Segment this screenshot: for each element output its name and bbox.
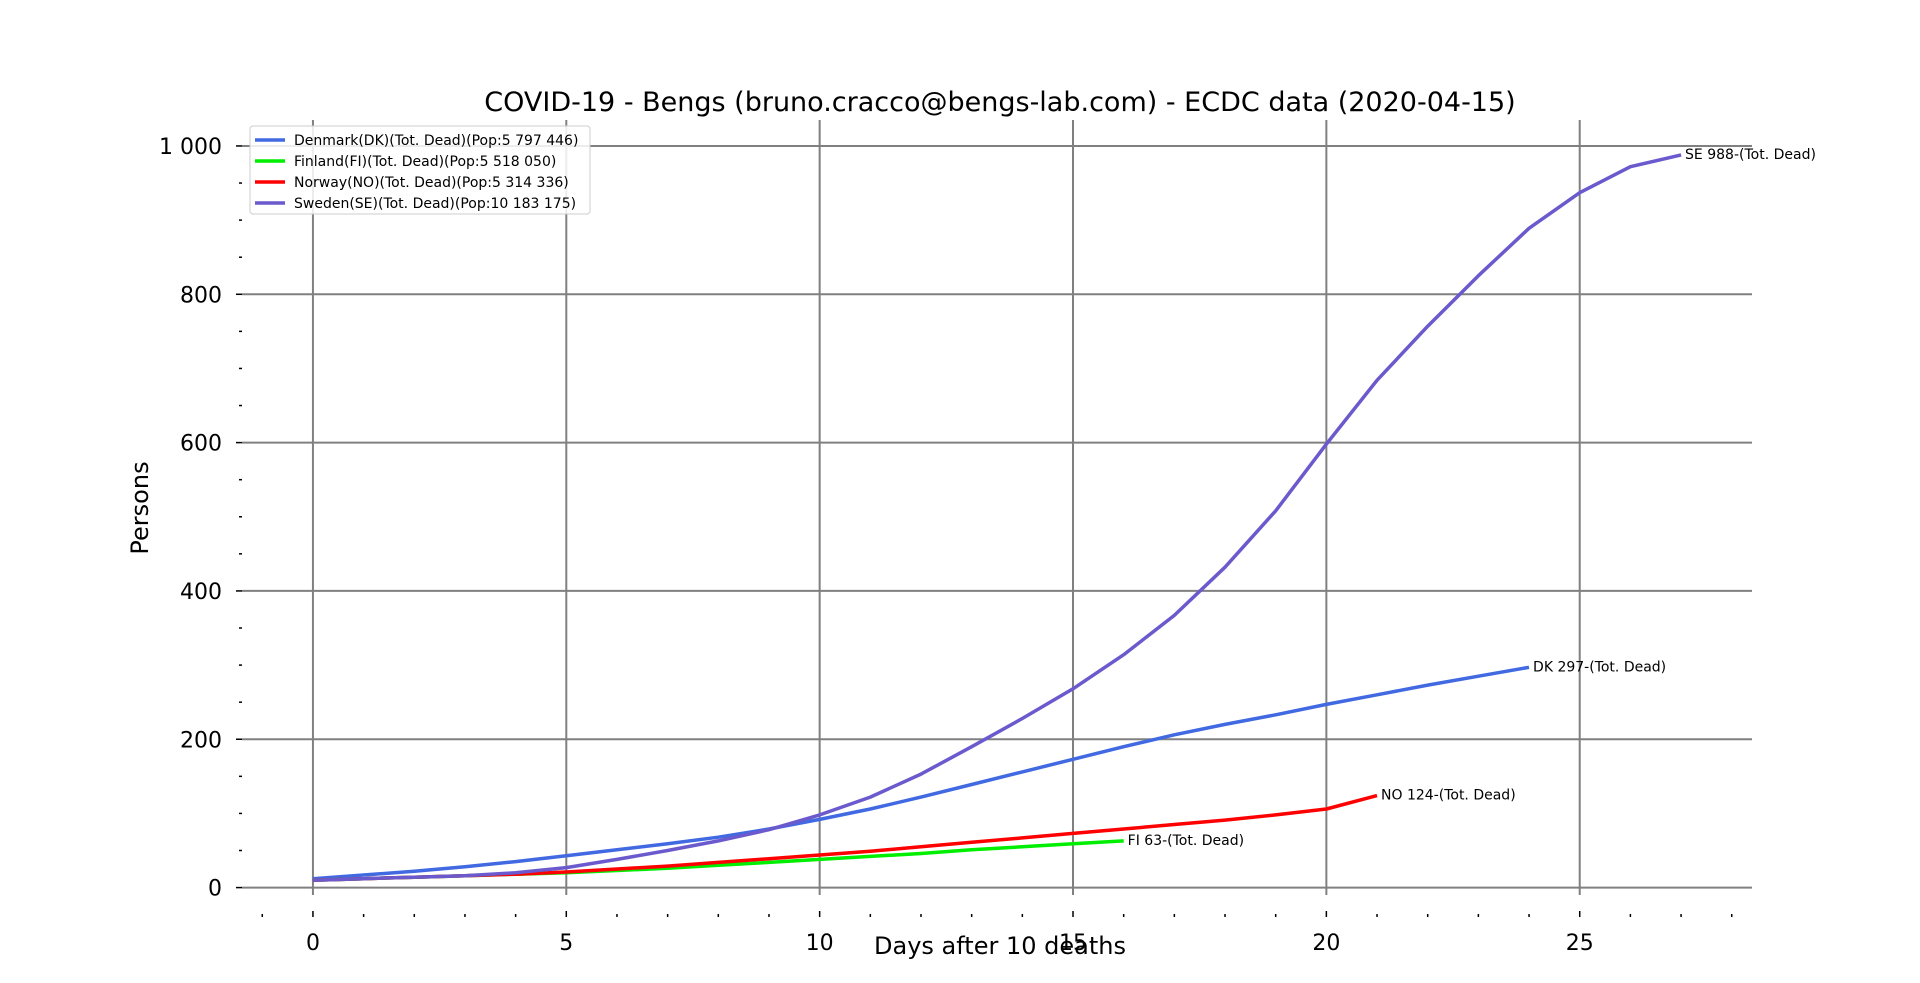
- series-end-label: SE 988-(Tot. Dead): [1685, 147, 1816, 163]
- y-tick-label: 800: [180, 283, 222, 308]
- x-tick-label: 0: [306, 931, 320, 956]
- legend-box: [249, 125, 591, 215]
- y-tick-label: 0: [208, 877, 222, 902]
- legend-entry: Norway(NO)(Tot. Dead)(Pop:5 314 336): [294, 175, 569, 191]
- x-tick-label: 20: [1312, 931, 1340, 956]
- y-tick-label: 400: [180, 580, 222, 605]
- x-tick-label: 10: [806, 931, 834, 956]
- legend-entry: Finland(FI)(Tot. Dead)(Pop:5 518 050): [294, 154, 556, 170]
- y-tick-label: 200: [180, 728, 222, 753]
- series-end-label: DK 297-(Tot. Dead): [1533, 659, 1666, 675]
- y-axis-label: Persons: [126, 461, 154, 554]
- x-tick-label: 15: [1059, 931, 1087, 956]
- chart-title: COVID-19 - Bengs (bruno.cracco@bengs-lab…: [484, 87, 1515, 118]
- series-line: [312, 153, 1682, 882]
- y-tick-label: 600: [180, 432, 222, 457]
- legend-entry: Denmark(DK)(Tot. Dead)(Pop:5 797 446): [294, 133, 578, 149]
- axes: 0 200 400 600 800 1 000 0 5 10 15 20 25: [159, 135, 1733, 956]
- series-end-label: FI 63-(Tot. Dead): [1128, 833, 1244, 849]
- x-axis-label: Days after 10 deaths: [874, 932, 1126, 960]
- x-tick-label: 25: [1566, 931, 1594, 956]
- series-line: [312, 839, 1124, 882]
- series-line: [312, 665, 1530, 881]
- end-labels: DK 297-(Tot. Dead) FI 63-(Tot. Dead) NO 12…: [1128, 147, 1816, 849]
- series-end-label: NO 124-(Tot. Dead): [1381, 788, 1516, 804]
- legend-entry: Sweden(SE)(Tot. Dead)(Pop:10 183 175): [294, 196, 576, 212]
- series-lines: [312, 153, 1682, 882]
- x-tick-label: 5: [559, 931, 573, 956]
- y-tick-label: 1 000: [159, 135, 222, 160]
- legend: Denmark(DK)(Tot. Dead)(Pop:5 797 446) Fin…: [249, 125, 591, 215]
